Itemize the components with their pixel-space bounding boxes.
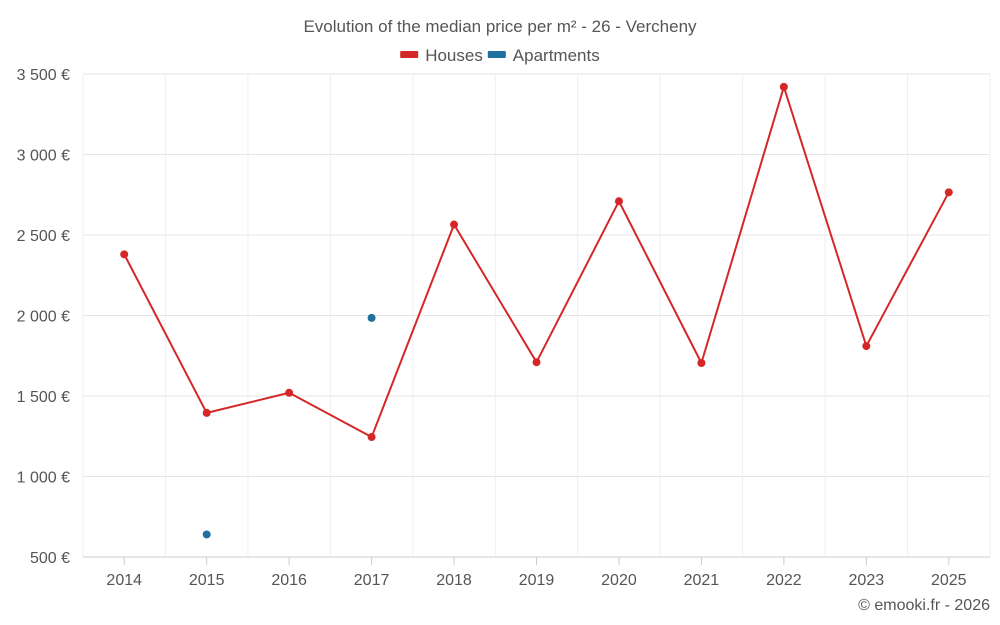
legend-item-houses[interactable]: Houses: [400, 46, 483, 65]
x-tick-label: 2017: [354, 572, 390, 589]
legend-item-apartments[interactable]: Apartments: [487, 46, 600, 65]
data-point: [285, 388, 294, 397]
data-point: [862, 342, 871, 351]
x-tick-label: 2025: [931, 572, 967, 589]
y-tick-label: 2 000 €: [17, 309, 70, 326]
data-point: [532, 358, 541, 367]
data-point: [202, 408, 211, 417]
gridlines: [82, 73, 991, 558]
legend-label: Apartments: [513, 46, 600, 65]
series-apartments: [202, 313, 376, 539]
y-tick-label: 3 500 €: [17, 67, 70, 84]
y-tick-label: 3 000 €: [17, 148, 70, 165]
data-point: [450, 220, 459, 229]
x-tick-label: 2016: [271, 572, 307, 589]
series-houses: [120, 82, 953, 442]
y-tick-label: 2 500 €: [17, 228, 70, 245]
y-tick-label: 1 500 €: [17, 389, 70, 406]
x-tick-label: 2019: [519, 572, 555, 589]
data-point: [120, 250, 129, 259]
data-point: [367, 313, 376, 322]
data-point: [944, 188, 953, 197]
credit-text: © emooki.fr - 2026: [858, 597, 990, 614]
x-tick-label: 2020: [601, 572, 637, 589]
legend-swatch: [400, 51, 419, 58]
data-point: [779, 82, 788, 91]
data-point: [697, 358, 706, 367]
data-point: [202, 530, 211, 539]
legend: Houses Apartments: [400, 46, 600, 65]
x-tick-label: 2023: [849, 572, 885, 589]
x-tick-label: 2022: [766, 572, 802, 589]
x-tick-label: 2021: [684, 572, 720, 589]
data-point: [367, 433, 376, 442]
x-tick-label: 2015: [189, 572, 225, 589]
legend-swatch: [487, 51, 506, 58]
y-tick-label: 500 €: [30, 550, 70, 567]
data-point: [614, 197, 623, 206]
chart-title: Evolution of the median price per m² - 2…: [303, 17, 697, 36]
y-tick-label: 1 000 €: [17, 470, 70, 487]
x-tick-label: 2014: [106, 572, 142, 589]
legend-label: Houses: [425, 46, 483, 65]
x-tick-label: 2018: [436, 572, 472, 589]
series-layer: [120, 82, 953, 539]
axes: 500 € 1 000 € 1 500 € 2 000 € 2 500 € 3 000 €…: [17, 67, 990, 589]
